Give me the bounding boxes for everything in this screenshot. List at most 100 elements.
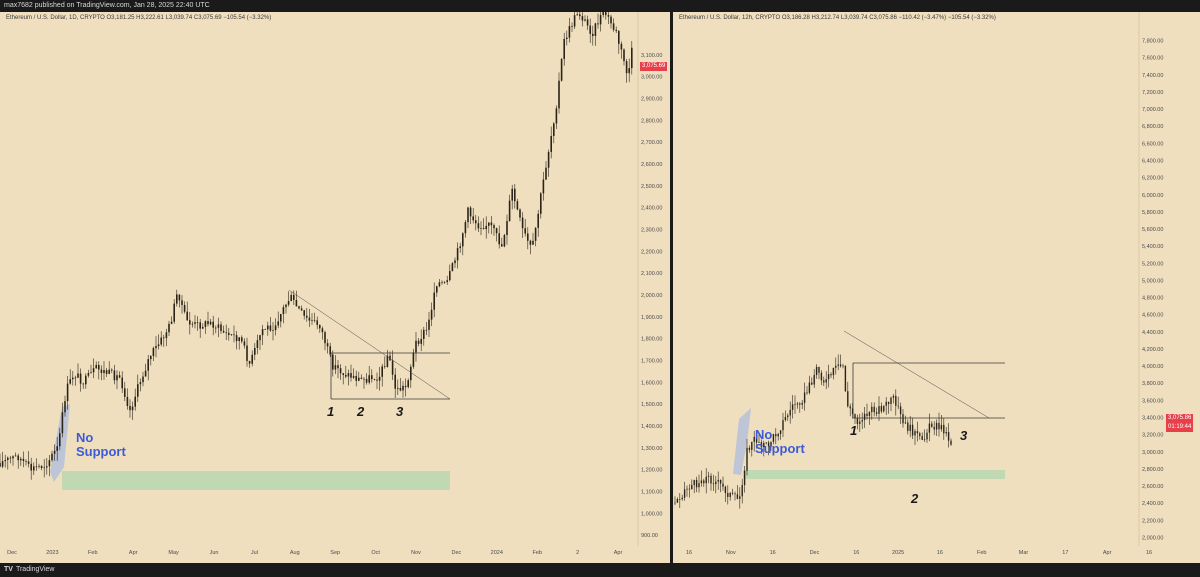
candle-body [501,244,503,247]
candle-body [248,360,251,364]
candle-body [553,123,555,136]
candle-body [620,43,623,50]
chart-canvas-daily[interactable]: 900.00 1,000.00 1,100.00 1,200.00 1,300.00 1,… [0,12,670,563]
chart-panel-12h[interactable]: Ethereum / U.S. Dollar, 12h, CRYPTO O3,1… [673,12,1200,563]
candle-body [332,354,334,370]
candle-body [324,332,326,344]
y-tick-label: 2,000.00 [1142,535,1163,541]
candle-body [770,441,772,447]
candle-body [17,455,19,461]
candle-body [345,374,347,377]
chart-canvas-12h[interactable]: 2,000.00 2,200.00 2,400.00 2,600.00 2,800.00… [673,12,1200,563]
candle-body [532,240,534,245]
candle-body [488,222,490,226]
candle-body [895,395,897,406]
candle-body [246,345,248,361]
no-support-text: Support [755,441,805,456]
no-support-text: Support [76,444,126,459]
panel-divider[interactable] [670,12,673,563]
candle-body [734,493,736,495]
candle-body [12,456,14,459]
candle-body [887,401,890,404]
candle-body [144,370,147,377]
candle-body [105,370,108,374]
candle-body [576,14,578,16]
candle-body [698,483,700,488]
candle-body [464,222,467,234]
candle-body [844,365,847,392]
candle-body [311,320,313,321]
pattern-touch-label: 3 [396,404,404,419]
candle-body [815,366,818,375]
candle-body [511,188,513,201]
candle-body [259,335,261,341]
candle-body [33,466,35,471]
candle-body [854,414,856,419]
candle-body [498,233,500,245]
candle-body [376,379,378,381]
candle-body [176,294,178,304]
candle-body [79,373,82,384]
candle-body [767,442,770,447]
candle-body [806,392,808,394]
x-tick-label: Nov [411,550,421,556]
y-tick-label: 2,200.00 [641,249,662,255]
candle-body [579,14,581,17]
candle-body [238,337,240,342]
candle-body [436,286,438,293]
candle-body [14,455,17,457]
candle-body [592,33,594,37]
candle-body [220,324,222,331]
y-tick-label: 5,800.00 [1142,210,1163,216]
candle-body [681,497,683,500]
candle-body [150,356,152,360]
support-zone [743,470,1005,479]
y-tick-label: 900.00 [641,533,658,539]
candle-body [547,151,550,168]
candle-body [571,26,573,27]
candle-body [581,16,584,21]
candle-body [326,343,329,347]
candle-body [594,23,597,37]
candle-body [933,426,935,430]
candle-body [243,341,246,346]
candle-body [165,332,168,339]
chart-panel-daily[interactable]: Ethereum / U.S. Dollar, 1D, CRYPTO O3,18… [0,12,670,563]
candle-body [615,29,617,31]
y-tick-label: 1,200.00 [641,468,662,474]
y-tick-label: 3,400.00 [1142,416,1163,422]
candle-body [98,364,100,370]
candle-body [529,240,532,245]
candle-body [433,292,435,310]
candle-body [189,320,191,325]
candle-body [612,23,615,30]
candle-body [381,366,383,377]
y-tick-label: 3,000.00 [641,75,662,81]
candle-body [196,322,199,323]
y-tick-label: 5,600.00 [1142,227,1163,233]
candle-body [866,413,868,416]
candle-body [449,271,451,281]
candle-body [230,334,233,336]
y-tick-label: 3,600.00 [1142,398,1163,404]
candle-body [92,368,95,373]
candle-body [342,373,344,375]
candle-body [295,299,298,307]
candle-body [173,303,175,322]
candle-body [919,433,921,437]
x-tick-label: Jul [251,550,258,556]
candle-body [521,217,524,229]
candle-body [25,461,27,462]
candle-body [425,329,428,331]
candle-body [51,453,53,461]
y-tick-label: 4,000.00 [1142,364,1163,370]
candle-body [688,488,691,490]
y-tick-label: 6,600.00 [1142,141,1163,147]
candle-body [935,422,938,430]
candle-body [386,355,389,367]
candle-body [597,23,599,25]
candle-body [751,441,753,450]
candle-body [674,502,676,504]
candle-body [703,480,705,484]
descending-trendline [288,289,451,400]
